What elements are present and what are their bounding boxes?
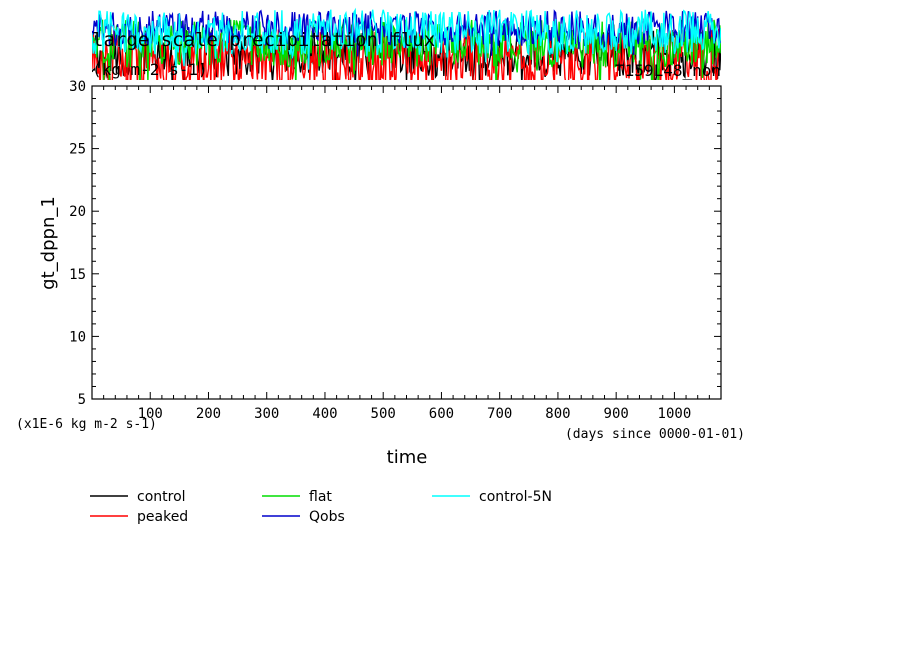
series-line-control-5n [92, 7, 721, 74]
legend-label-peaked: peaked [137, 509, 188, 525]
x-tick-label: 500 [371, 406, 396, 422]
x-axis: 100 200 300 400 500 600 700 800 900 1000 [91, 86, 722, 422]
y-scale-note: (x1E-6 kg m-2 s-1) [16, 417, 157, 432]
x-tick-label: 600 [429, 406, 454, 422]
y-tick-label: 5 [78, 392, 86, 408]
legend-label-flat: flat [309, 489, 332, 505]
y-axis-title: gt_dppn_1 [38, 196, 59, 290]
x-tick-label: 700 [487, 406, 512, 422]
y-tick-label: 10 [69, 329, 86, 345]
x-axis-title: time [387, 447, 428, 468]
plot-frame [91, 85, 722, 400]
chart-units: (kg m-2 s-1) [92, 60, 208, 79]
series-layer [92, 7, 721, 80]
x-tick-label: 100 [138, 406, 163, 422]
y-tick-label: 25 [69, 142, 86, 158]
legend-label-control-5n: control-5N [479, 489, 552, 505]
legend: control peaked flat Qobs control-5N [90, 489, 552, 525]
x-tick-label: 800 [545, 406, 570, 422]
x-tick-label: 200 [196, 406, 221, 422]
x-tick-label: 400 [312, 406, 337, 422]
legend-label-qobs: Qobs [309, 509, 345, 525]
y-axis: 5 10 15 20 25 30 [69, 79, 721, 408]
x-unit-note: (days since 0000-01-01) [565, 427, 745, 442]
x-tick-label: 1000 [658, 406, 692, 422]
x-tick-label: 300 [254, 406, 279, 422]
y-tick-label: 30 [69, 79, 86, 95]
legend-label-control: control [137, 489, 186, 505]
x-tick-label: 900 [604, 406, 629, 422]
run-label: T159L48_non [615, 61, 721, 80]
chart-title: large scale precipitation flux [92, 29, 435, 51]
y-tick-label: 20 [69, 204, 86, 220]
y-tick-label: 15 [69, 267, 86, 283]
